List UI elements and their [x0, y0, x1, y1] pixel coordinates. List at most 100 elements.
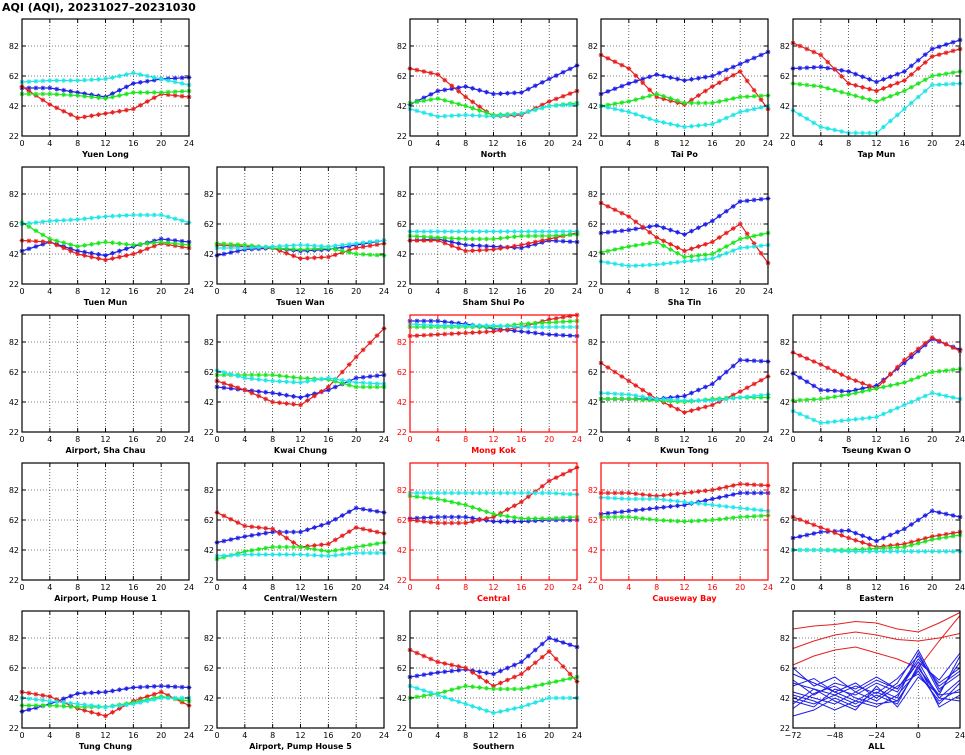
series-marker-cyan	[560, 229, 566, 234]
series-marker-blue	[491, 671, 496, 677]
series-marker-red	[449, 331, 455, 337]
series-marker-green	[498, 235, 503, 241]
series-marker-red	[110, 109, 115, 115]
series-marker-cyan	[894, 405, 900, 411]
series-marker-blue	[922, 513, 928, 518]
series-marker-blue	[737, 357, 743, 363]
series-marker-cyan	[532, 229, 538, 234]
series-marker-blue	[75, 90, 81, 95]
x-tick-label: 8	[75, 139, 80, 148]
series-marker-red	[75, 251, 81, 257]
series-marker-red	[730, 226, 736, 231]
station-label: Tsuen Wan	[276, 298, 325, 307]
series-marker-cyan	[567, 229, 573, 234]
y-tick-label: 22	[397, 132, 407, 141]
station-label: Sham Shui Po	[462, 298, 525, 307]
series-marker-blue	[675, 503, 680, 509]
series-marker-cyan	[696, 501, 701, 506]
series-marker-blue	[647, 224, 653, 230]
series-marker-green	[26, 91, 32, 97]
series-marker-blue	[633, 78, 639, 84]
series-marker-cyan	[463, 112, 469, 118]
series-marker-cyan	[277, 378, 283, 384]
series-marker-blue	[270, 390, 276, 396]
series-marker-blue	[737, 199, 743, 204]
series-marker-cyan	[463, 323, 469, 328]
series-marker-green	[751, 233, 757, 239]
series-marker-green	[26, 224, 32, 230]
series-marker-blue	[539, 331, 545, 337]
series-marker-cyan	[689, 258, 694, 264]
series-marker-cyan	[470, 112, 476, 118]
series-marker-cyan	[532, 490, 538, 496]
series-marker-red	[270, 399, 276, 405]
series-marker-green	[103, 239, 108, 245]
series-marker-cyan	[291, 379, 296, 385]
x-tick-label: 24	[955, 583, 965, 592]
series-marker-blue	[484, 89, 489, 95]
series-marker-green	[33, 228, 39, 234]
series-marker-red	[40, 239, 46, 245]
series-marker-blue	[221, 538, 227, 544]
series-marker-green	[277, 544, 283, 550]
series-marker-green	[491, 511, 496, 517]
series-marker-blue	[567, 239, 573, 245]
series-marker-cyan	[130, 701, 136, 707]
x-tick-label: 16	[128, 139, 138, 148]
series-marker-green	[901, 544, 907, 550]
series-marker-blue	[235, 248, 241, 254]
series-marker-green	[421, 693, 427, 699]
series-marker-blue	[421, 318, 427, 324]
series-marker-red	[709, 239, 715, 245]
series-marker-green	[242, 242, 248, 248]
series-marker-cyan	[130, 212, 136, 218]
series-marker-red	[702, 404, 708, 410]
x-tick-label: 12	[488, 731, 498, 740]
series-marker-cyan	[818, 547, 824, 553]
series-marker-cyan	[151, 75, 157, 80]
series-marker-cyan	[75, 78, 81, 83]
series-marker-blue	[567, 517, 573, 523]
series-marker-green	[270, 544, 276, 550]
series-marker-green	[553, 679, 559, 684]
series-marker-blue	[737, 490, 743, 496]
series-marker-cyan	[40, 219, 46, 225]
series-marker-cyan	[144, 212, 150, 218]
series-marker-cyan	[553, 229, 559, 234]
series-marker-blue	[456, 514, 462, 520]
x-tick-label: 0	[214, 731, 219, 740]
series-marker-red	[325, 384, 331, 390]
series-marker-blue	[758, 358, 764, 364]
x-tick-label: 12	[871, 435, 881, 444]
series-marker-green	[484, 110, 489, 116]
series-marker-cyan	[626, 496, 632, 502]
series-line-red	[792, 631, 961, 649]
series-marker-green	[696, 100, 701, 106]
series-marker-cyan	[539, 324, 545, 330]
x-tick-label: 8	[463, 435, 468, 444]
series-marker-blue	[130, 685, 136, 690]
series-marker-blue	[682, 393, 687, 399]
series-marker-red	[804, 46, 810, 52]
series-marker-green	[346, 250, 352, 255]
x-tick-label: 20	[156, 583, 166, 592]
station-label: Tai Po	[671, 150, 698, 159]
series-marker-green	[477, 108, 482, 113]
series-marker-blue	[950, 513, 956, 518]
series-marker-blue	[811, 531, 817, 536]
series-marker-green	[61, 240, 67, 246]
series-marker-red	[277, 400, 283, 406]
series-marker-green	[511, 686, 517, 692]
series-marker-green	[82, 242, 88, 248]
series-marker-cyan	[730, 112, 736, 118]
series-marker-red	[318, 389, 324, 394]
series-marker-cyan	[263, 552, 269, 557]
series-marker-red	[539, 238, 545, 243]
series-marker-blue	[647, 74, 653, 80]
series-marker-red	[374, 529, 380, 535]
series-marker-green	[463, 236, 469, 242]
series-marker-red	[158, 689, 164, 695]
y-tick-label: 22	[9, 428, 19, 437]
